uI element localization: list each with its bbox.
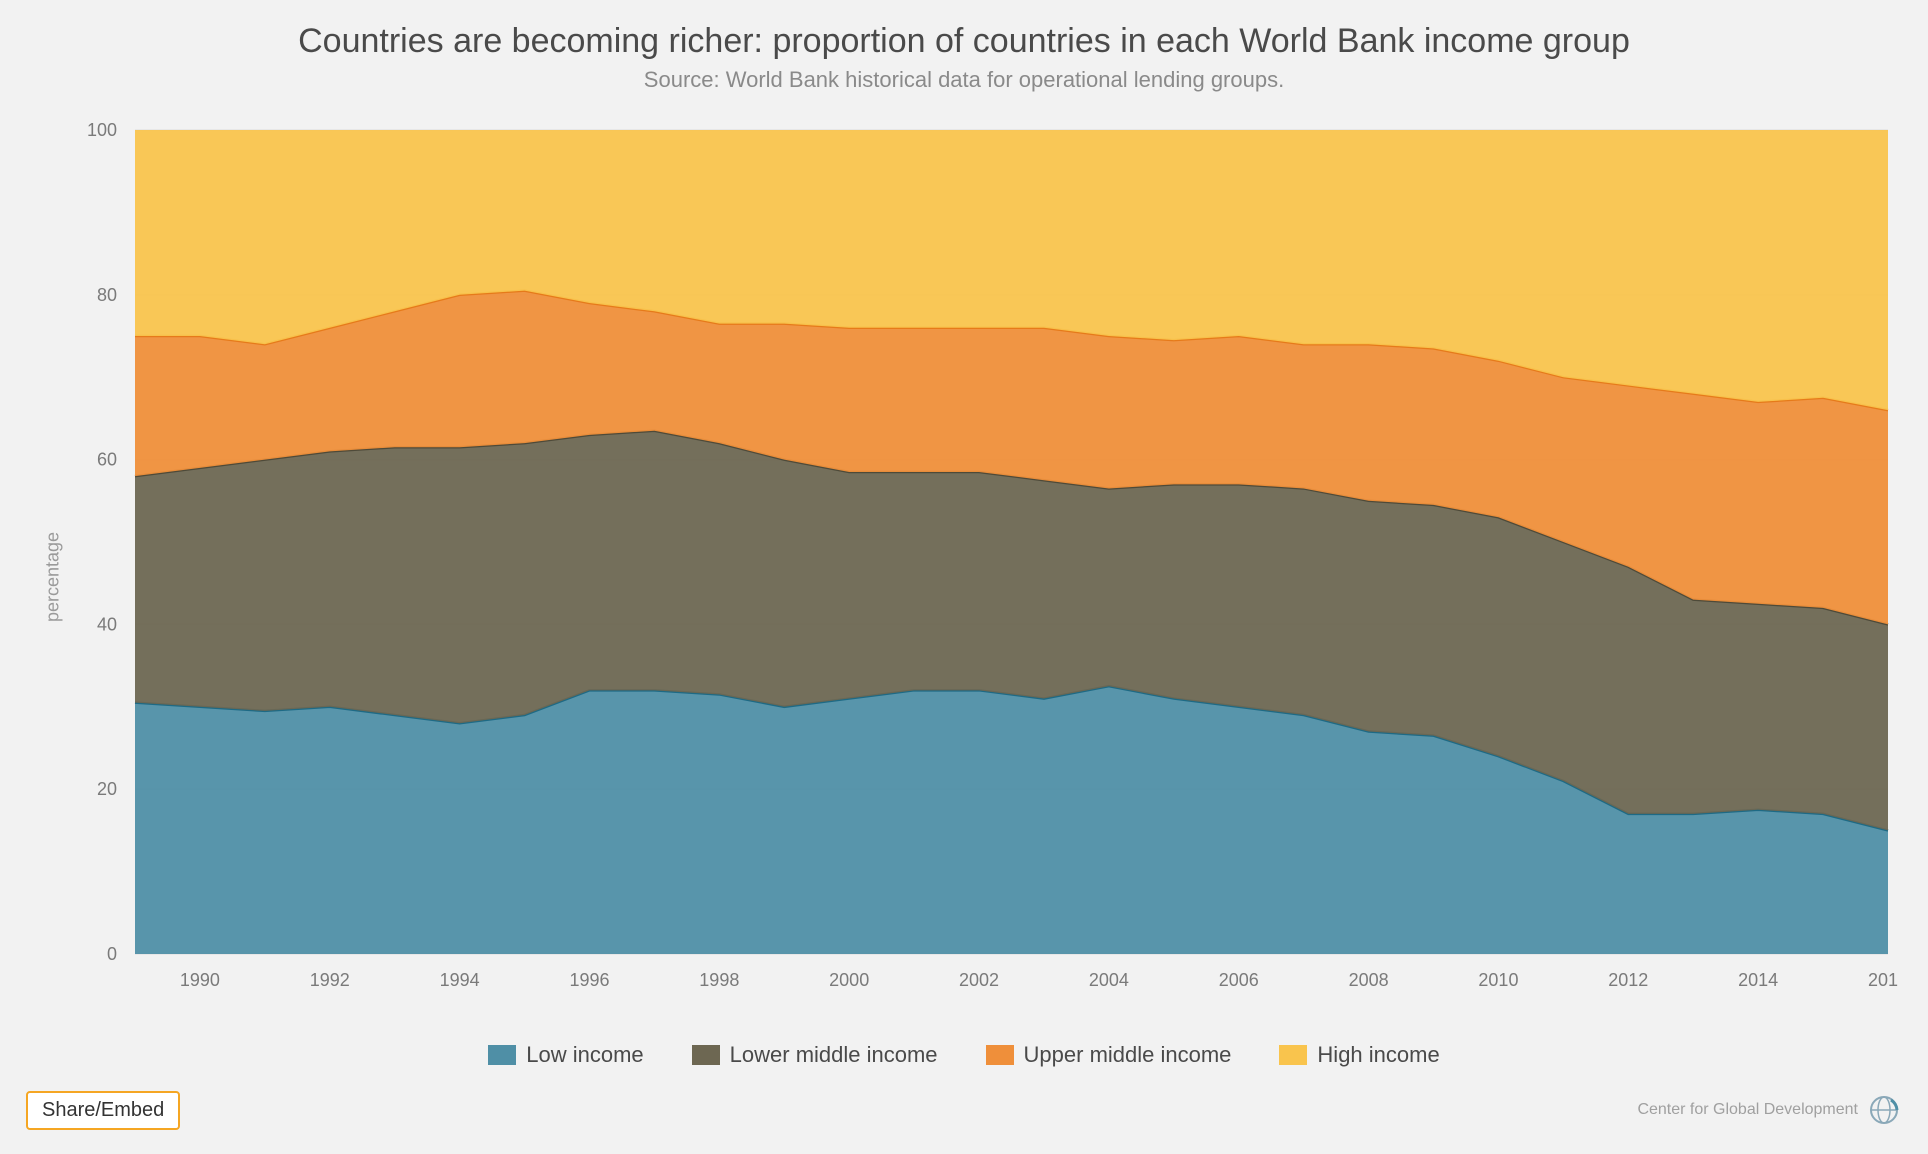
legend-item-lower-mid: Lower middle income bbox=[692, 1042, 938, 1068]
svg-text:2012: 2012 bbox=[1608, 970, 1648, 990]
legend-label-upper-mid: Upper middle income bbox=[1024, 1042, 1232, 1068]
legend-label-lower-mid: Lower middle income bbox=[730, 1042, 938, 1068]
attribution-logo-icon bbox=[1868, 1094, 1900, 1126]
svg-text:2016: 2016 bbox=[1868, 970, 1898, 990]
svg-text:1990: 1990 bbox=[180, 970, 220, 990]
attribution: Center for Global Development bbox=[1637, 1094, 1900, 1126]
legend-item-upper-mid: Upper middle income bbox=[986, 1042, 1232, 1068]
plot-area: 0 20 40 60 80 100 1990 1992 1994 1996 1998 2000 2002… bbox=[55, 120, 1898, 1004]
svg-text:2000: 2000 bbox=[829, 970, 869, 990]
legend-item-low: Low income bbox=[488, 1042, 643, 1068]
legend-swatch-high bbox=[1279, 1045, 1307, 1065]
svg-text:2008: 2008 bbox=[1349, 970, 1389, 990]
svg-text:60: 60 bbox=[97, 450, 117, 470]
svg-text:2006: 2006 bbox=[1219, 970, 1259, 990]
svg-text:2014: 2014 bbox=[1738, 970, 1778, 990]
legend-swatch-upper-mid bbox=[986, 1045, 1014, 1065]
legend-swatch-low bbox=[488, 1045, 516, 1065]
svg-text:2004: 2004 bbox=[1089, 970, 1129, 990]
legend-swatch-lower-mid bbox=[692, 1045, 720, 1065]
svg-text:1994: 1994 bbox=[440, 970, 480, 990]
chart-title: Countries are becoming richer: proportio… bbox=[0, 0, 1928, 61]
share-embed-button[interactable]: Share/Embed bbox=[26, 1091, 180, 1130]
legend: Low income Lower middle income Upper mid… bbox=[0, 1042, 1928, 1068]
svg-text:80: 80 bbox=[97, 285, 117, 305]
svg-text:2010: 2010 bbox=[1478, 970, 1518, 990]
legend-label-low: Low income bbox=[526, 1042, 643, 1068]
attribution-text: Center for Global Development bbox=[1637, 1101, 1858, 1119]
svg-text:20: 20 bbox=[97, 779, 117, 799]
svg-text:100: 100 bbox=[87, 120, 117, 140]
chart-subtitle: Source: World Bank historical data for o… bbox=[0, 61, 1928, 93]
legend-label-high: High income bbox=[1317, 1042, 1439, 1068]
svg-text:40: 40 bbox=[97, 614, 117, 634]
legend-item-high: High income bbox=[1279, 1042, 1439, 1068]
svg-text:1992: 1992 bbox=[310, 970, 350, 990]
svg-text:1996: 1996 bbox=[569, 970, 609, 990]
svg-text:1998: 1998 bbox=[699, 970, 739, 990]
chart-container: Countries are becoming richer: proportio… bbox=[0, 0, 1928, 1154]
svg-text:0: 0 bbox=[107, 944, 117, 964]
svg-text:2002: 2002 bbox=[959, 970, 999, 990]
